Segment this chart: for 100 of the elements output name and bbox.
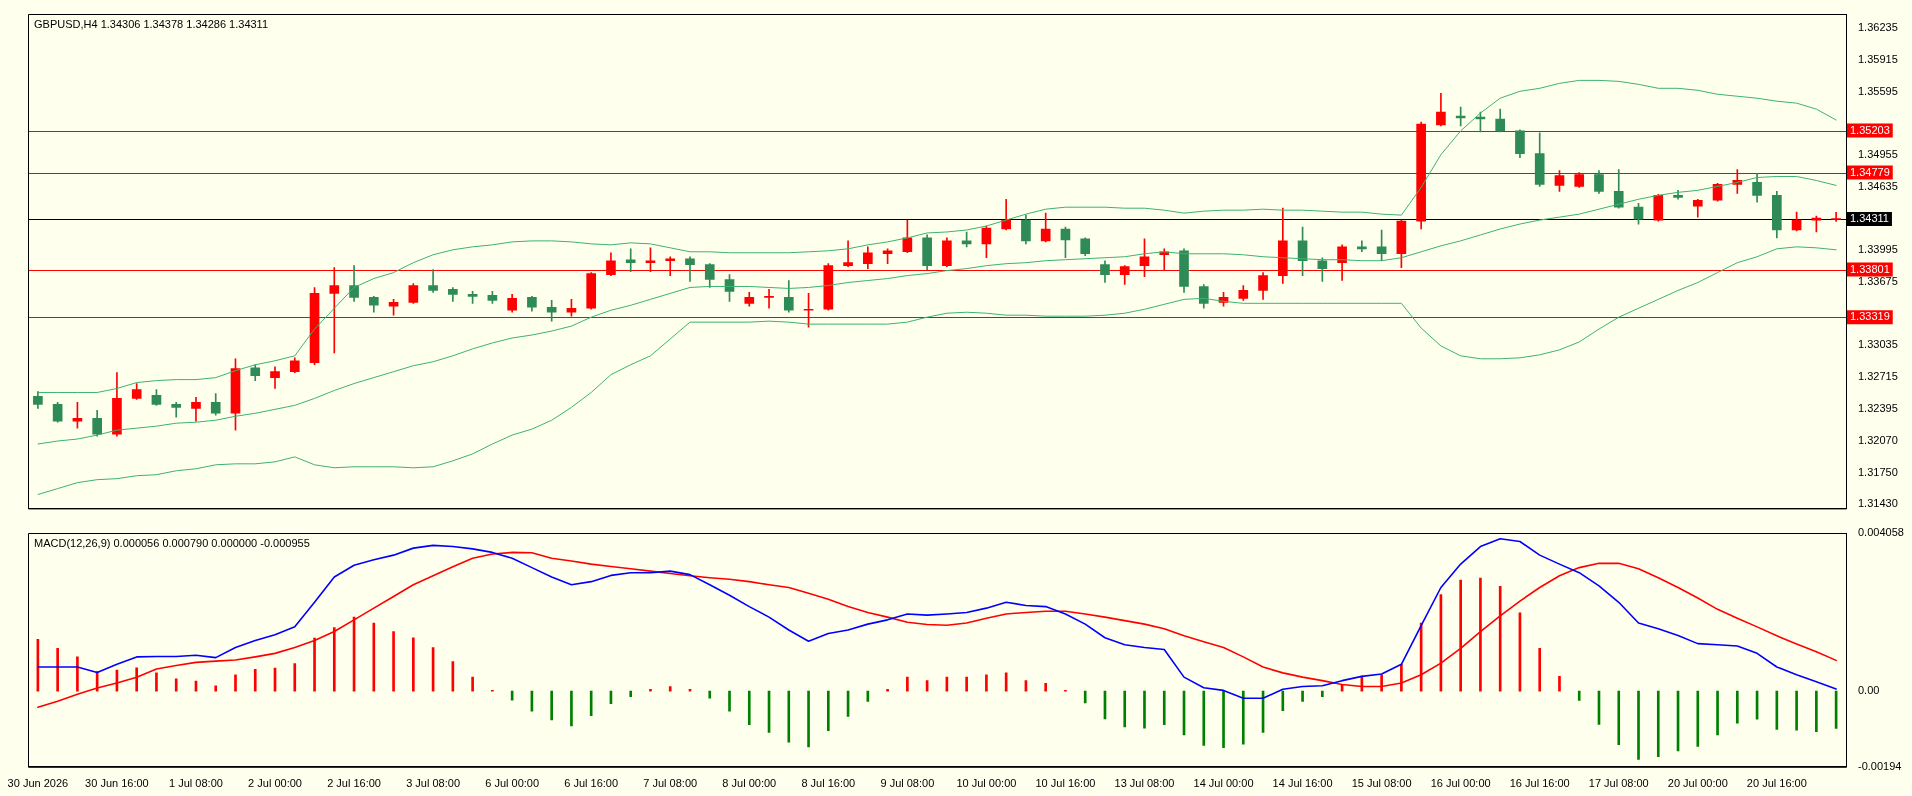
y-tick-label: 1.32395 — [1858, 401, 1898, 414]
y-tick-label: 1.34955 — [1858, 148, 1898, 161]
x-tick-label: 2 Jul 00:00 — [248, 777, 302, 790]
x-tick-label: 3 Jul 08:00 — [406, 777, 461, 790]
bar — [1044, 683, 1048, 692]
y-tick-label: 0.00 — [1858, 684, 1880, 697]
bar — [1400, 663, 1403, 692]
bar — [412, 637, 415, 692]
bar — [1083, 690, 1087, 704]
candlestick — [625, 248, 636, 272]
bar — [1162, 690, 1166, 726]
bar — [293, 663, 297, 692]
bar — [629, 690, 633, 697]
x-tick-label: 8 Jul 00:00 — [722, 777, 777, 790]
bar — [965, 676, 968, 692]
bar — [589, 690, 593, 717]
bar — [1241, 690, 1245, 745]
bar — [392, 631, 395, 692]
bar — [1577, 690, 1581, 701]
y-tick-label: 1.34635 — [1858, 179, 1898, 192]
bar — [708, 690, 712, 699]
x-tick-label: 1 Jul 08:00 — [169, 777, 223, 790]
bar — [787, 690, 791, 743]
y-tick-label: 1.31750 — [1858, 465, 1898, 478]
x-tick-label: 15 Jul 08:00 — [1351, 777, 1412, 790]
x-tick-label: 9 Jul 08:00 — [880, 777, 935, 790]
bar — [728, 690, 731, 712]
bar — [1459, 579, 1462, 692]
bar — [1380, 674, 1383, 692]
bar — [1301, 690, 1304, 702]
bar — [1558, 676, 1561, 692]
y-tick-label: 1.35915 — [1858, 53, 1898, 66]
bar — [1815, 690, 1818, 733]
bar — [234, 674, 237, 692]
y-tick-label: 1.36235 — [1858, 21, 1898, 34]
bar — [985, 674, 988, 692]
x-tick-label: 7 Jul 08:00 — [643, 777, 698, 790]
bar — [1617, 690, 1621, 745]
x-tick-label: 14 Jul 00:00 — [1193, 777, 1254, 790]
x-tick-label: 16 Jul 16:00 — [1509, 777, 1570, 790]
bar — [332, 627, 336, 692]
bar — [1795, 690, 1798, 731]
bar — [1281, 690, 1285, 711]
bar — [155, 672, 158, 692]
bar — [550, 690, 553, 721]
x-tick-label: 2 Jul 16:00 — [327, 777, 381, 790]
chart-title: GBPUSD,H4 1.34306 1.34378 1.34286 1.34311 — [34, 17, 269, 30]
bar — [313, 637, 316, 692]
x-tick-label: 14 Jul 16:00 — [1272, 777, 1333, 790]
x-tick-label: 8 Jul 16:00 — [801, 777, 856, 790]
ref-line-label: 1.33801 — [1850, 262, 1890, 275]
bar — [668, 686, 672, 692]
candlestick — [1831, 212, 1841, 222]
bar — [649, 688, 652, 692]
bar — [1498, 585, 1502, 692]
bar — [1696, 690, 1700, 747]
bar — [253, 669, 257, 692]
y-tick-label: 1.32070 — [1858, 434, 1898, 447]
bar — [826, 690, 830, 731]
bar — [1143, 690, 1146, 729]
y-tick-label: 1.33995 — [1858, 243, 1898, 256]
bar — [1656, 690, 1660, 757]
bar — [1222, 690, 1225, 749]
candlestick — [764, 289, 774, 309]
y-tick-label: 1.31430 — [1858, 497, 1898, 510]
bar — [747, 690, 751, 726]
bar — [1716, 690, 1719, 736]
ref-line-label: 1.34779 — [1850, 165, 1890, 178]
bar — [135, 667, 139, 692]
x-tick-label: 20 Jul 00:00 — [1667, 777, 1728, 790]
bar — [1123, 690, 1127, 728]
bar — [807, 690, 810, 748]
candlestick — [171, 402, 182, 418]
y-tick-label: 1.32715 — [1858, 370, 1898, 383]
chart-title: MACD(12,26,9) 0.000056 0.000790 0.000000 -0.000955 — [34, 536, 310, 549]
x-tick-label: 13 Jul 08:00 — [1114, 777, 1175, 790]
bar — [214, 685, 218, 692]
bar — [56, 647, 59, 692]
bar — [1538, 647, 1542, 692]
x-tick-label: 30 Jun 16:00 — [85, 777, 149, 790]
candlestick — [685, 256, 695, 282]
ref-line-label: 1.34311 — [1850, 212, 1889, 225]
ref-line-label: 1.35203 — [1850, 123, 1890, 136]
bar — [372, 622, 376, 692]
x-tick-label: 17 Jul 08:00 — [1588, 777, 1649, 790]
bar — [570, 690, 573, 727]
y-tick-label: -0.00194 — [1858, 759, 1902, 772]
x-tick-label: 6 Jul 16:00 — [564, 777, 619, 790]
x-tick-label: 10 Jul 16:00 — [1035, 777, 1096, 790]
x-tick-label: 20 Jul 16:00 — [1746, 777, 1807, 790]
bar — [76, 656, 79, 692]
bar — [906, 676, 909, 692]
y-tick-label: 1.35595 — [1858, 84, 1898, 97]
x-tick-label: 30 Jun 2026 — [7, 777, 69, 790]
y-tick-label: 1.33675 — [1858, 275, 1898, 288]
x-tick-label: 16 Jul 00:00 — [1430, 777, 1491, 790]
bar — [886, 688, 889, 692]
bar — [174, 678, 178, 692]
candlestick — [428, 269, 438, 293]
bar — [1202, 690, 1206, 746]
